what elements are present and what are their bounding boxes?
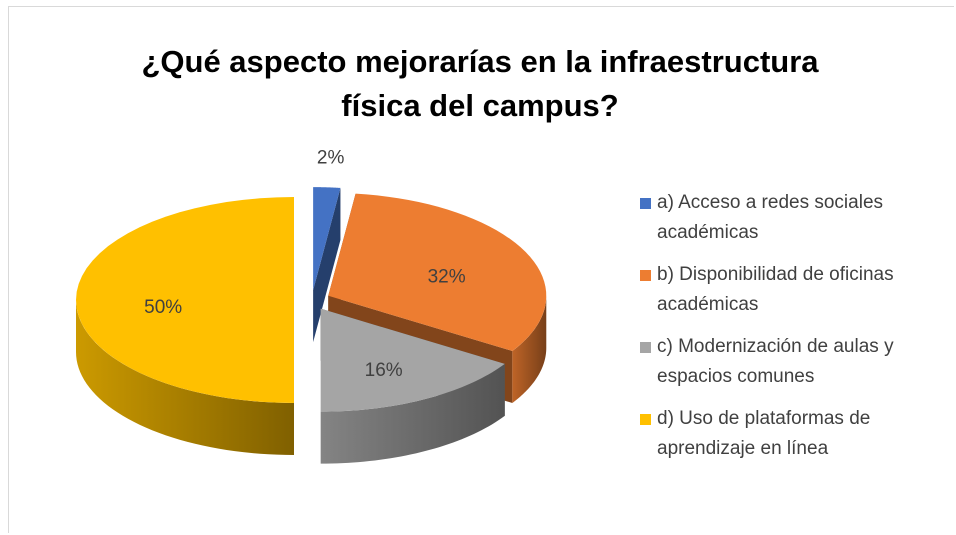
slice-wall [76, 300, 294, 455]
legend-label: a) Acceso a redes sociales académicas [657, 192, 884, 243]
data-label: 50% [144, 297, 182, 318]
chart-frame [8, 6, 954, 533]
slice-wall [320, 363, 505, 464]
slice [320, 308, 505, 412]
legend-label: d) Uso de plataformas de aprendizaje en … [657, 408, 871, 459]
legend-swatch [640, 270, 651, 281]
chart-title: ¿Qué aspecto mejorarías en la infraestru… [141, 44, 819, 123]
slice-tops [76, 187, 547, 412]
legend-swatch [640, 198, 651, 209]
legend-item: a) Acceso a redes sociales académicas [637, 188, 952, 260]
slice-wall [512, 295, 547, 403]
slice [313, 187, 341, 291]
legend-item: d) Uso de plataformas de aprendizaje en … [637, 404, 952, 476]
slice [76, 197, 294, 403]
legend: a) Acceso a redes sociales académicas b) … [637, 188, 952, 476]
slice [328, 193, 547, 351]
slice-face [313, 187, 341, 343]
data-label: 32% [428, 266, 466, 287]
legend-label: c) Modernización de aulas y espacios com… [657, 336, 894, 387]
data-label: 16% [365, 360, 403, 381]
legend-swatch [640, 414, 651, 425]
legend-label: b) Disponibilidad de oficinas académicas [657, 264, 894, 315]
legend-item: b) Disponibilidad de oficinas académicas [637, 260, 952, 332]
legend-item: c) Modernización de aulas y espacios com… [637, 332, 952, 404]
data-label: 2% [317, 148, 345, 169]
legend-swatch [640, 342, 651, 353]
